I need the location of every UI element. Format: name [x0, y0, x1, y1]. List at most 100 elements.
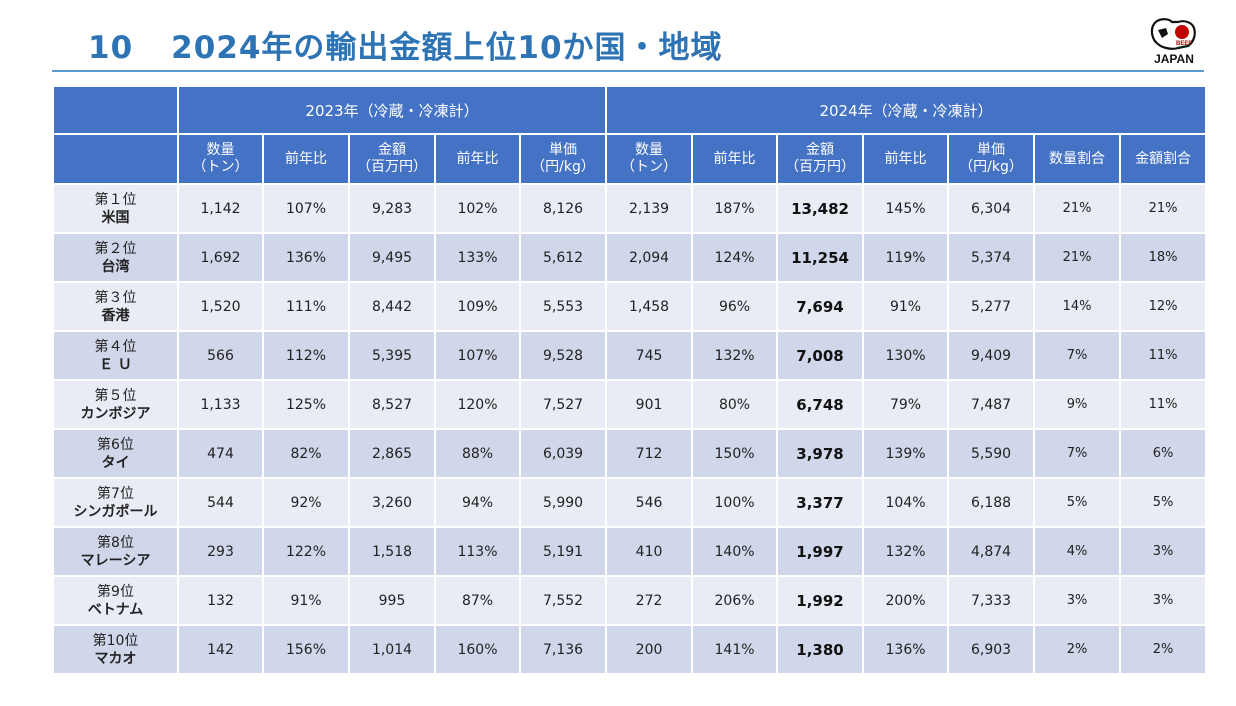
data-cell: 145%: [862, 183, 950, 234]
data-cell: 1,133: [177, 379, 264, 430]
data-cell: 6,304: [947, 183, 1036, 234]
data-cell: 5%: [1033, 477, 1122, 528]
data-cell: 132%: [691, 330, 779, 381]
data-cell: 712: [605, 428, 694, 479]
data-cell: 187%: [691, 183, 779, 234]
data-cell: 120%: [434, 379, 521, 430]
country-label: 台湾: [101, 258, 130, 275]
column-header-line: 前年比: [456, 150, 499, 167]
column-header-line: （百万円）: [785, 159, 856, 175]
rank-cell: 第５位 カンボジア: [52, 379, 179, 430]
data-cell: 94%: [434, 477, 521, 528]
data-cell: 102%: [434, 183, 521, 234]
data-cell: 104%: [862, 477, 950, 528]
data-cell: 544: [177, 477, 264, 528]
column-header-line: 数量: [635, 142, 664, 158]
data-cell: 6,188: [947, 477, 1036, 528]
amount-2024-cell: 11,254: [776, 232, 865, 283]
data-cell: 3%: [1033, 575, 1122, 626]
amount-2024-cell: 7,008: [776, 330, 865, 381]
rank-label: 第6位: [97, 436, 134, 453]
data-cell: 88%: [434, 428, 521, 479]
data-cell: 6,039: [518, 428, 608, 479]
data-cell: 5,590: [947, 428, 1036, 479]
data-cell: 91%: [862, 281, 950, 332]
column-header: 数量 （トン）: [605, 133, 694, 185]
column-header-line: 金額: [378, 142, 406, 158]
data-cell: 139%: [862, 428, 950, 479]
cow-head-icon: [1150, 18, 1196, 50]
column-header: 数量 （トン）: [177, 133, 264, 185]
data-cell: 140%: [691, 526, 779, 577]
data-cell: 2%: [1119, 624, 1208, 675]
data-cell: 1,692: [177, 232, 264, 283]
data-cell: 901: [605, 379, 694, 430]
data-cell: 130%: [862, 330, 950, 381]
data-cell: 87%: [434, 575, 521, 626]
data-cell: 79%: [862, 379, 950, 430]
column-header-line: 金額: [806, 142, 835, 158]
data-cell: 122%: [262, 526, 350, 577]
column-header: 単価 （円/kg）: [947, 133, 1036, 185]
column-header: 金額割合: [1119, 133, 1208, 185]
amount-2024-cell: 13,482: [776, 183, 865, 234]
slide-number: 10: [88, 30, 134, 66]
data-cell: 7,527: [518, 379, 608, 430]
rank-cell: 第7位 シンガポール: [52, 477, 179, 528]
data-cell: 80%: [691, 379, 779, 430]
logo-text: JAPAN: [1154, 52, 1194, 66]
table-row: 第２位 台湾 1,692 136% 9,495 133% 5,612 2,094 124% 11,…: [52, 232, 1208, 283]
data-cell: 3%: [1119, 575, 1208, 626]
amount-2024-cell: 1,992: [776, 575, 865, 626]
data-cell: 14%: [1033, 281, 1122, 332]
column-header: 金額 （百万円）: [776, 133, 865, 185]
data-cell: 7,552: [518, 575, 608, 626]
rank-label: 第２位: [94, 240, 137, 257]
data-cell: 9,528: [518, 330, 608, 381]
column-header: 前年比: [434, 133, 521, 185]
data-cell: 21%: [1033, 183, 1122, 234]
data-cell: 18%: [1119, 232, 1208, 283]
data-cell: 272: [605, 575, 694, 626]
rank-label: 第8位: [97, 534, 134, 551]
amount-2024-cell: 3,978: [776, 428, 865, 479]
data-cell: 82%: [262, 428, 350, 479]
data-cell: 995: [348, 575, 436, 626]
country-label: ベトナム: [87, 601, 144, 618]
data-cell: 9,495: [348, 232, 436, 283]
data-cell: 5,191: [518, 526, 608, 577]
amount-2024-cell: 7,694: [776, 281, 865, 332]
data-cell: 156%: [262, 624, 350, 675]
data-cell: 100%: [691, 477, 779, 528]
rank-label: 第10位: [92, 632, 139, 649]
data-cell: 119%: [862, 232, 950, 283]
amount-2024-cell: 6,748: [776, 379, 865, 430]
column-header-line: 前年比: [884, 150, 927, 167]
data-cell: 113%: [434, 526, 521, 577]
amount-2024-cell: 1,380: [776, 624, 865, 675]
red-sun-icon: [1175, 25, 1189, 39]
country-label: マカオ: [94, 650, 137, 667]
data-cell: 5,612: [518, 232, 608, 283]
table-row: 第8位 マレーシア 293 122% 1,518 113% 5,191 410 140% 1,99…: [52, 526, 1208, 577]
column-header-line: 単価: [977, 142, 1006, 158]
data-cell: 1,014: [348, 624, 436, 675]
data-cell: 21%: [1119, 183, 1208, 234]
country-label: Ｅ Ｕ: [99, 356, 132, 373]
column-header-line: 金額割合: [1135, 150, 1192, 167]
data-cell: 7,136: [518, 624, 608, 675]
data-cell: 410: [605, 526, 694, 577]
data-cell: 1,458: [605, 281, 694, 332]
column-header-line: （トン）: [621, 159, 678, 175]
table-row: 第３位 香港 1,520 111% 8,442 109% 5,553 1,458 96% 7,69…: [52, 281, 1208, 332]
data-cell: 1,518: [348, 526, 436, 577]
column-header-line: （トン）: [192, 159, 249, 175]
group-header-row: 2023年（冷蔵・冷凍計） 2024年（冷蔵・冷凍計）: [52, 85, 1208, 135]
rank-label: 第9位: [97, 583, 134, 600]
table-row: 第10位 マカオ 142 156% 1,014 160% 7,136 200 141% 1,380…: [52, 624, 1208, 675]
data-cell: 5,277: [947, 281, 1036, 332]
data-cell: 109%: [434, 281, 521, 332]
data-cell: 96%: [691, 281, 779, 332]
data-cell: 2,094: [605, 232, 694, 283]
country-label: 米国: [101, 209, 130, 226]
